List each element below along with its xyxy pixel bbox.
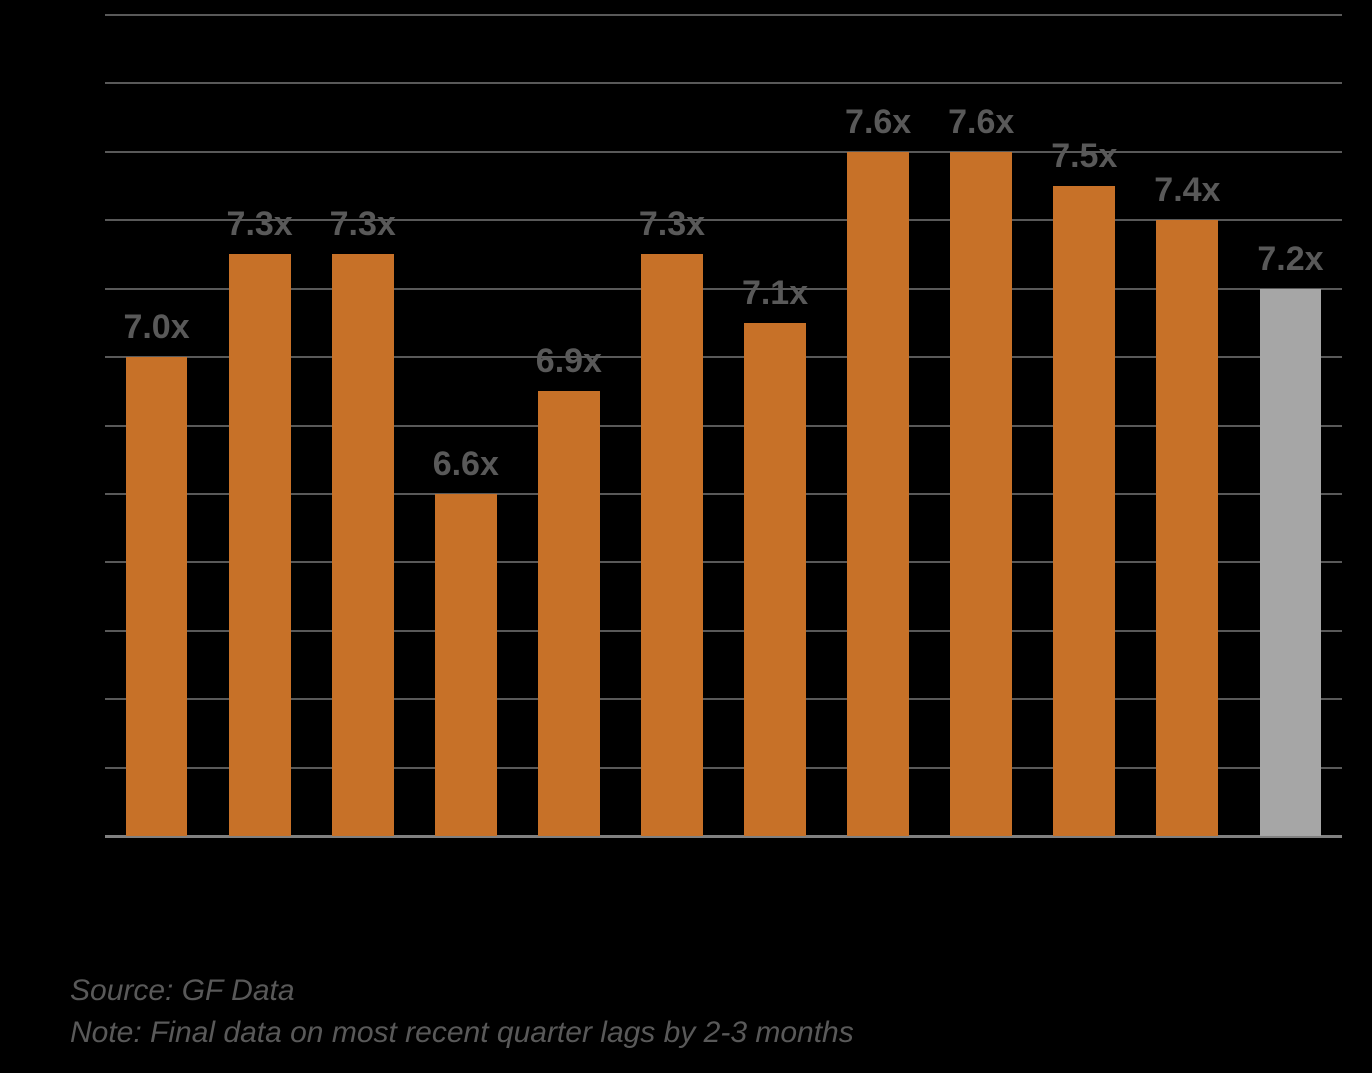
bar <box>332 254 394 836</box>
footnote: Note: Final data on most recent quarter … <box>70 1016 854 1050</box>
bar <box>950 152 1012 836</box>
bar <box>847 152 909 836</box>
bar <box>641 254 703 836</box>
bar-value-label: 7.6x <box>921 103 1041 142</box>
bar-chart: 7.0x7.3x7.3x6.6x6.9x7.3x7.1x7.6x7.6x7.5x… <box>105 15 1342 836</box>
gridline <box>105 82 1342 84</box>
bar <box>435 494 497 836</box>
bar-value-label: 6.9x <box>509 342 629 381</box>
bar <box>229 254 291 836</box>
bar-value-label: 7.3x <box>303 205 423 244</box>
bar-value-label: 7.1x <box>715 274 835 313</box>
footnote: Source: GF Data <box>70 974 295 1008</box>
bar-value-label: 7.4x <box>1127 171 1247 210</box>
bar-value-label: 7.3x <box>612 205 732 244</box>
bar-value-label: 6.6x <box>406 445 526 484</box>
bar <box>1260 289 1322 836</box>
plot-area: 7.0x7.3x7.3x6.6x6.9x7.3x7.1x7.6x7.6x7.5x… <box>105 15 1342 836</box>
bar <box>126 357 188 836</box>
bar-value-label: 7.0x <box>97 308 217 347</box>
bar <box>538 391 600 836</box>
gridline <box>105 14 1342 16</box>
bar-value-label: 7.5x <box>1024 137 1144 176</box>
bar-value-label: 7.3x <box>200 205 320 244</box>
bar-value-label: 7.6x <box>818 103 938 142</box>
bar <box>744 323 806 836</box>
bar <box>1156 220 1218 836</box>
bar-value-label: 7.2x <box>1230 240 1350 279</box>
gridline <box>105 151 1342 153</box>
bar <box>1053 186 1115 836</box>
